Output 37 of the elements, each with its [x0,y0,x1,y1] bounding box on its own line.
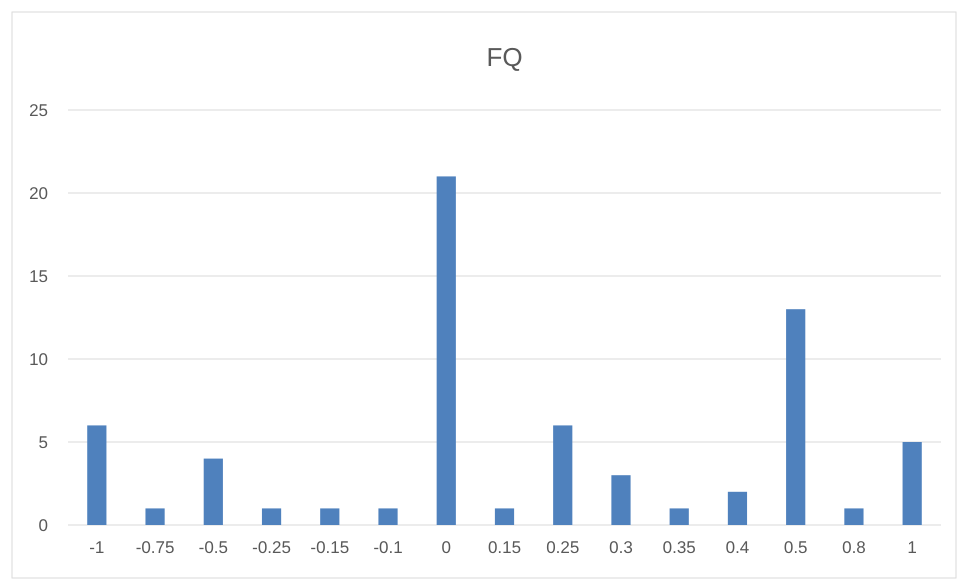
bar [436,176,456,525]
bar [262,508,282,525]
x-tick-label: 0.15 [488,538,522,557]
bar [844,508,864,525]
y-tick-label: 20 [29,184,48,203]
x-tick-label: -1 [89,538,104,557]
bar [902,442,922,525]
bar [378,508,398,525]
chart-title: FQ [486,42,523,72]
y-tick-label: 5 [38,432,48,452]
x-tick-label: -0.5 [198,538,228,557]
x-tick-label: 0.5 [784,538,808,557]
x-tick-label: -0.15 [310,538,350,557]
x-tick-label: 0.3 [609,538,633,557]
y-tick-label: 0 [38,516,48,535]
bar [87,425,106,525]
x-tick-label: 0.8 [842,538,866,557]
x-tick-label: 0.25 [546,538,580,557]
bar [494,508,514,525]
y-tick-label: 15 [29,266,48,286]
bar [786,309,806,525]
bar [611,475,631,525]
bar [145,508,165,525]
x-tick-label: -0.1 [373,538,403,557]
x-tick-label: 0.4 [726,538,750,557]
bar [670,508,689,525]
x-tick-label: -0.75 [136,538,174,557]
bar [320,508,340,525]
x-tick-label: 0.35 [662,538,696,557]
bar [553,425,572,525]
bar [728,492,748,525]
y-tick-label: 10 [29,350,48,369]
y-tick-label: 25 [29,100,48,120]
x-tick-label: -0.25 [252,538,291,557]
x-tick-label: 1 [907,538,917,557]
x-tick-label: 0 [442,538,451,557]
bar [204,458,223,525]
